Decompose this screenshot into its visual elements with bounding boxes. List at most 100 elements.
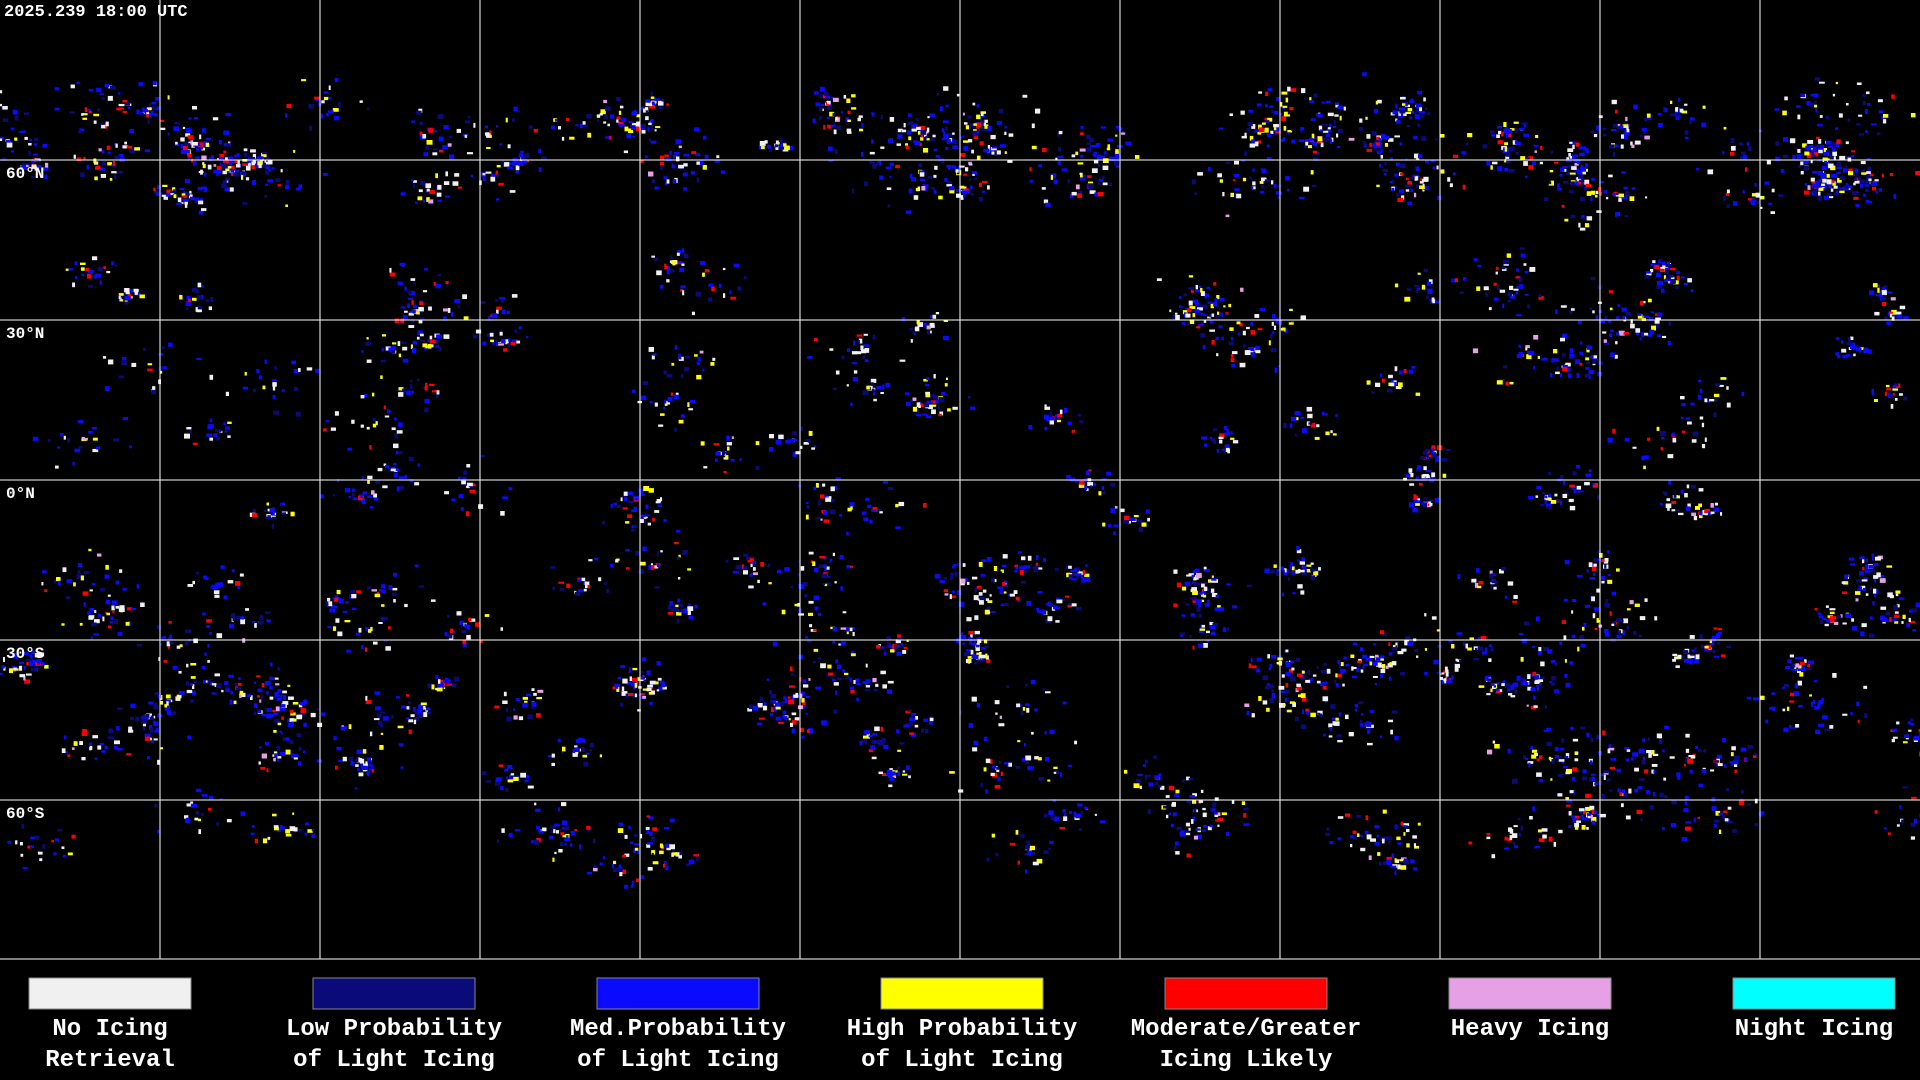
icing-pixel [723, 293, 726, 298]
icing-pixel [402, 315, 408, 320]
icing-pixel [1592, 566, 1597, 572]
icing-pixel [818, 116, 823, 120]
icing-pixel [1211, 593, 1218, 598]
icing-cluster [1680, 377, 1745, 428]
icing-pixel [144, 733, 151, 737]
icing-pixel [1195, 326, 1201, 329]
icing-pixel [1594, 195, 1598, 198]
icing-pixel [159, 191, 163, 195]
icing-pixel [1743, 155, 1748, 160]
icing-pixel [1505, 683, 1510, 687]
icing-pixel [234, 160, 238, 164]
icing-pixel [491, 313, 498, 319]
icing-pixel [1407, 641, 1414, 647]
icing-pixel [1854, 168, 1859, 173]
icing-pixel [853, 370, 858, 374]
icing-pixel [1915, 170, 1920, 176]
icing-pixel [1596, 129, 1601, 134]
icing-pixel [562, 834, 568, 838]
icing-pixel [1538, 778, 1542, 783]
icing-pixel [80, 267, 85, 271]
icing-pixel [409, 290, 416, 296]
icing-pixel [1574, 826, 1579, 830]
icing-pixel [1482, 144, 1488, 149]
icing-cluster [1182, 302, 1229, 326]
icing-pixel [638, 569, 645, 574]
icing-pixel [1676, 271, 1680, 275]
icing-pixel [1419, 107, 1422, 112]
icing-pixel [617, 867, 623, 872]
icing-pixel [818, 107, 823, 111]
icing-pixel [671, 163, 674, 169]
icing-pixel [916, 402, 921, 408]
icing-pixel [1612, 151, 1615, 157]
icing-pixel [1288, 132, 1291, 135]
icing-pixel [883, 481, 889, 484]
icing-pixel [87, 270, 93, 273]
icing-pixel [242, 163, 248, 166]
icing-pixel [1856, 82, 1862, 85]
icing-pixel [486, 333, 490, 338]
icing-pixel [1836, 171, 1841, 174]
icing-pixel [391, 346, 396, 351]
icing-pixel [321, 113, 324, 119]
icing-pixel [84, 107, 88, 113]
icing-pixel [537, 689, 544, 693]
icing-pixel [936, 93, 940, 96]
icing-pixel [1564, 367, 1571, 372]
icing-pixel [245, 177, 250, 181]
icing-pixel [624, 834, 628, 839]
icing-pixel [1496, 380, 1503, 385]
icing-pixel [1216, 295, 1220, 300]
icing-pixel [79, 128, 85, 132]
icing-pixel [1654, 265, 1660, 270]
icing-pixel [1899, 305, 1906, 310]
icing-pixel [1775, 141, 1780, 146]
icing-pixel [445, 281, 449, 285]
icing-pixel [832, 112, 836, 117]
icing-pixel [1416, 655, 1419, 658]
icing-pixel [1214, 797, 1219, 801]
icing-pixel [1041, 147, 1047, 153]
icing-pixel [227, 166, 234, 169]
icing-pixel [967, 659, 970, 664]
icing-pixel [1836, 166, 1842, 170]
icing-pixel [419, 339, 426, 342]
icing-pixel [271, 516, 277, 520]
icing-pixel [952, 145, 959, 150]
icing-pixel [337, 479, 340, 483]
icing-pixel [1593, 558, 1599, 562]
icing-pixel [1572, 738, 1579, 742]
icing-pixel [1378, 149, 1381, 152]
icing-pixel [1094, 813, 1097, 816]
icing-pixel [1819, 620, 1824, 624]
icing-pixel [53, 852, 57, 856]
icing-pixel [1818, 139, 1822, 144]
icing-pixel [1376, 184, 1380, 188]
icing-pixel [1585, 367, 1590, 370]
icing-pixel [1244, 132, 1247, 137]
icing-pixel [1789, 700, 1795, 703]
icing-pixel [242, 386, 249, 390]
icing-pixel [1400, 671, 1406, 676]
icing-pixel [156, 192, 160, 196]
icing-pixel [400, 341, 407, 344]
icing-pixel [1316, 666, 1319, 669]
icing-pixel [1423, 97, 1426, 102]
icing-pixel [946, 133, 953, 137]
icing-pixel [696, 161, 701, 165]
icing-pixel [1826, 162, 1829, 165]
icing-pixel [1067, 179, 1070, 184]
icing-pixel [508, 487, 513, 491]
icing-pixel [1526, 354, 1532, 360]
icing-pixel [1435, 455, 1441, 459]
icing-pixel [1845, 183, 1848, 186]
icing-pixel [1270, 130, 1274, 134]
icing-pixel [1866, 171, 1871, 174]
icing-pixel [755, 465, 760, 470]
icing-pixel [363, 765, 368, 770]
icing-pixel [241, 615, 244, 620]
icing-pixel [1835, 127, 1839, 130]
icing-pixel [92, 256, 98, 261]
icing-pixel [1376, 136, 1380, 140]
